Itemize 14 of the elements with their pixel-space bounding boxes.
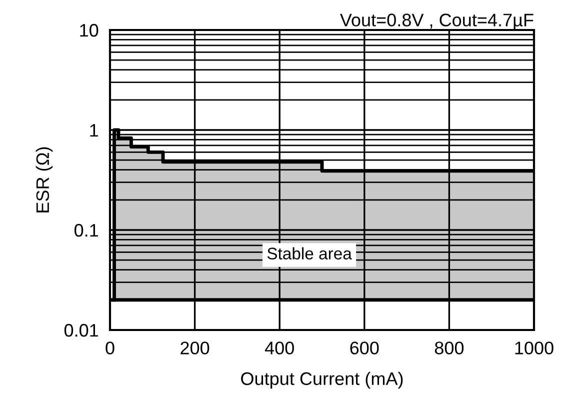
y-axis-title: ESR (Ω) (36, 147, 53, 212)
x-tick-label: 800 (434, 342, 464, 354)
x-tick-label: 600 (350, 342, 379, 354)
y-tick-label: 0.1 (74, 224, 98, 237)
x-tick-label: 0 (106, 342, 114, 354)
x-tick-label: 400 (264, 342, 294, 354)
x-axis-title: Output Current (mA) (241, 372, 403, 389)
y-tick-label: 10 (80, 24, 98, 37)
x-tick-label: 200 (180, 342, 210, 354)
chart-title: Vout=0.8V , Cout=4.7µF (340, 14, 534, 30)
x-tick-label: 1000 (515, 342, 554, 354)
annotation: Stable area (267, 247, 352, 260)
y-tick-label: 1 (90, 124, 98, 137)
y-tick-label: 0.01 (64, 324, 98, 337)
